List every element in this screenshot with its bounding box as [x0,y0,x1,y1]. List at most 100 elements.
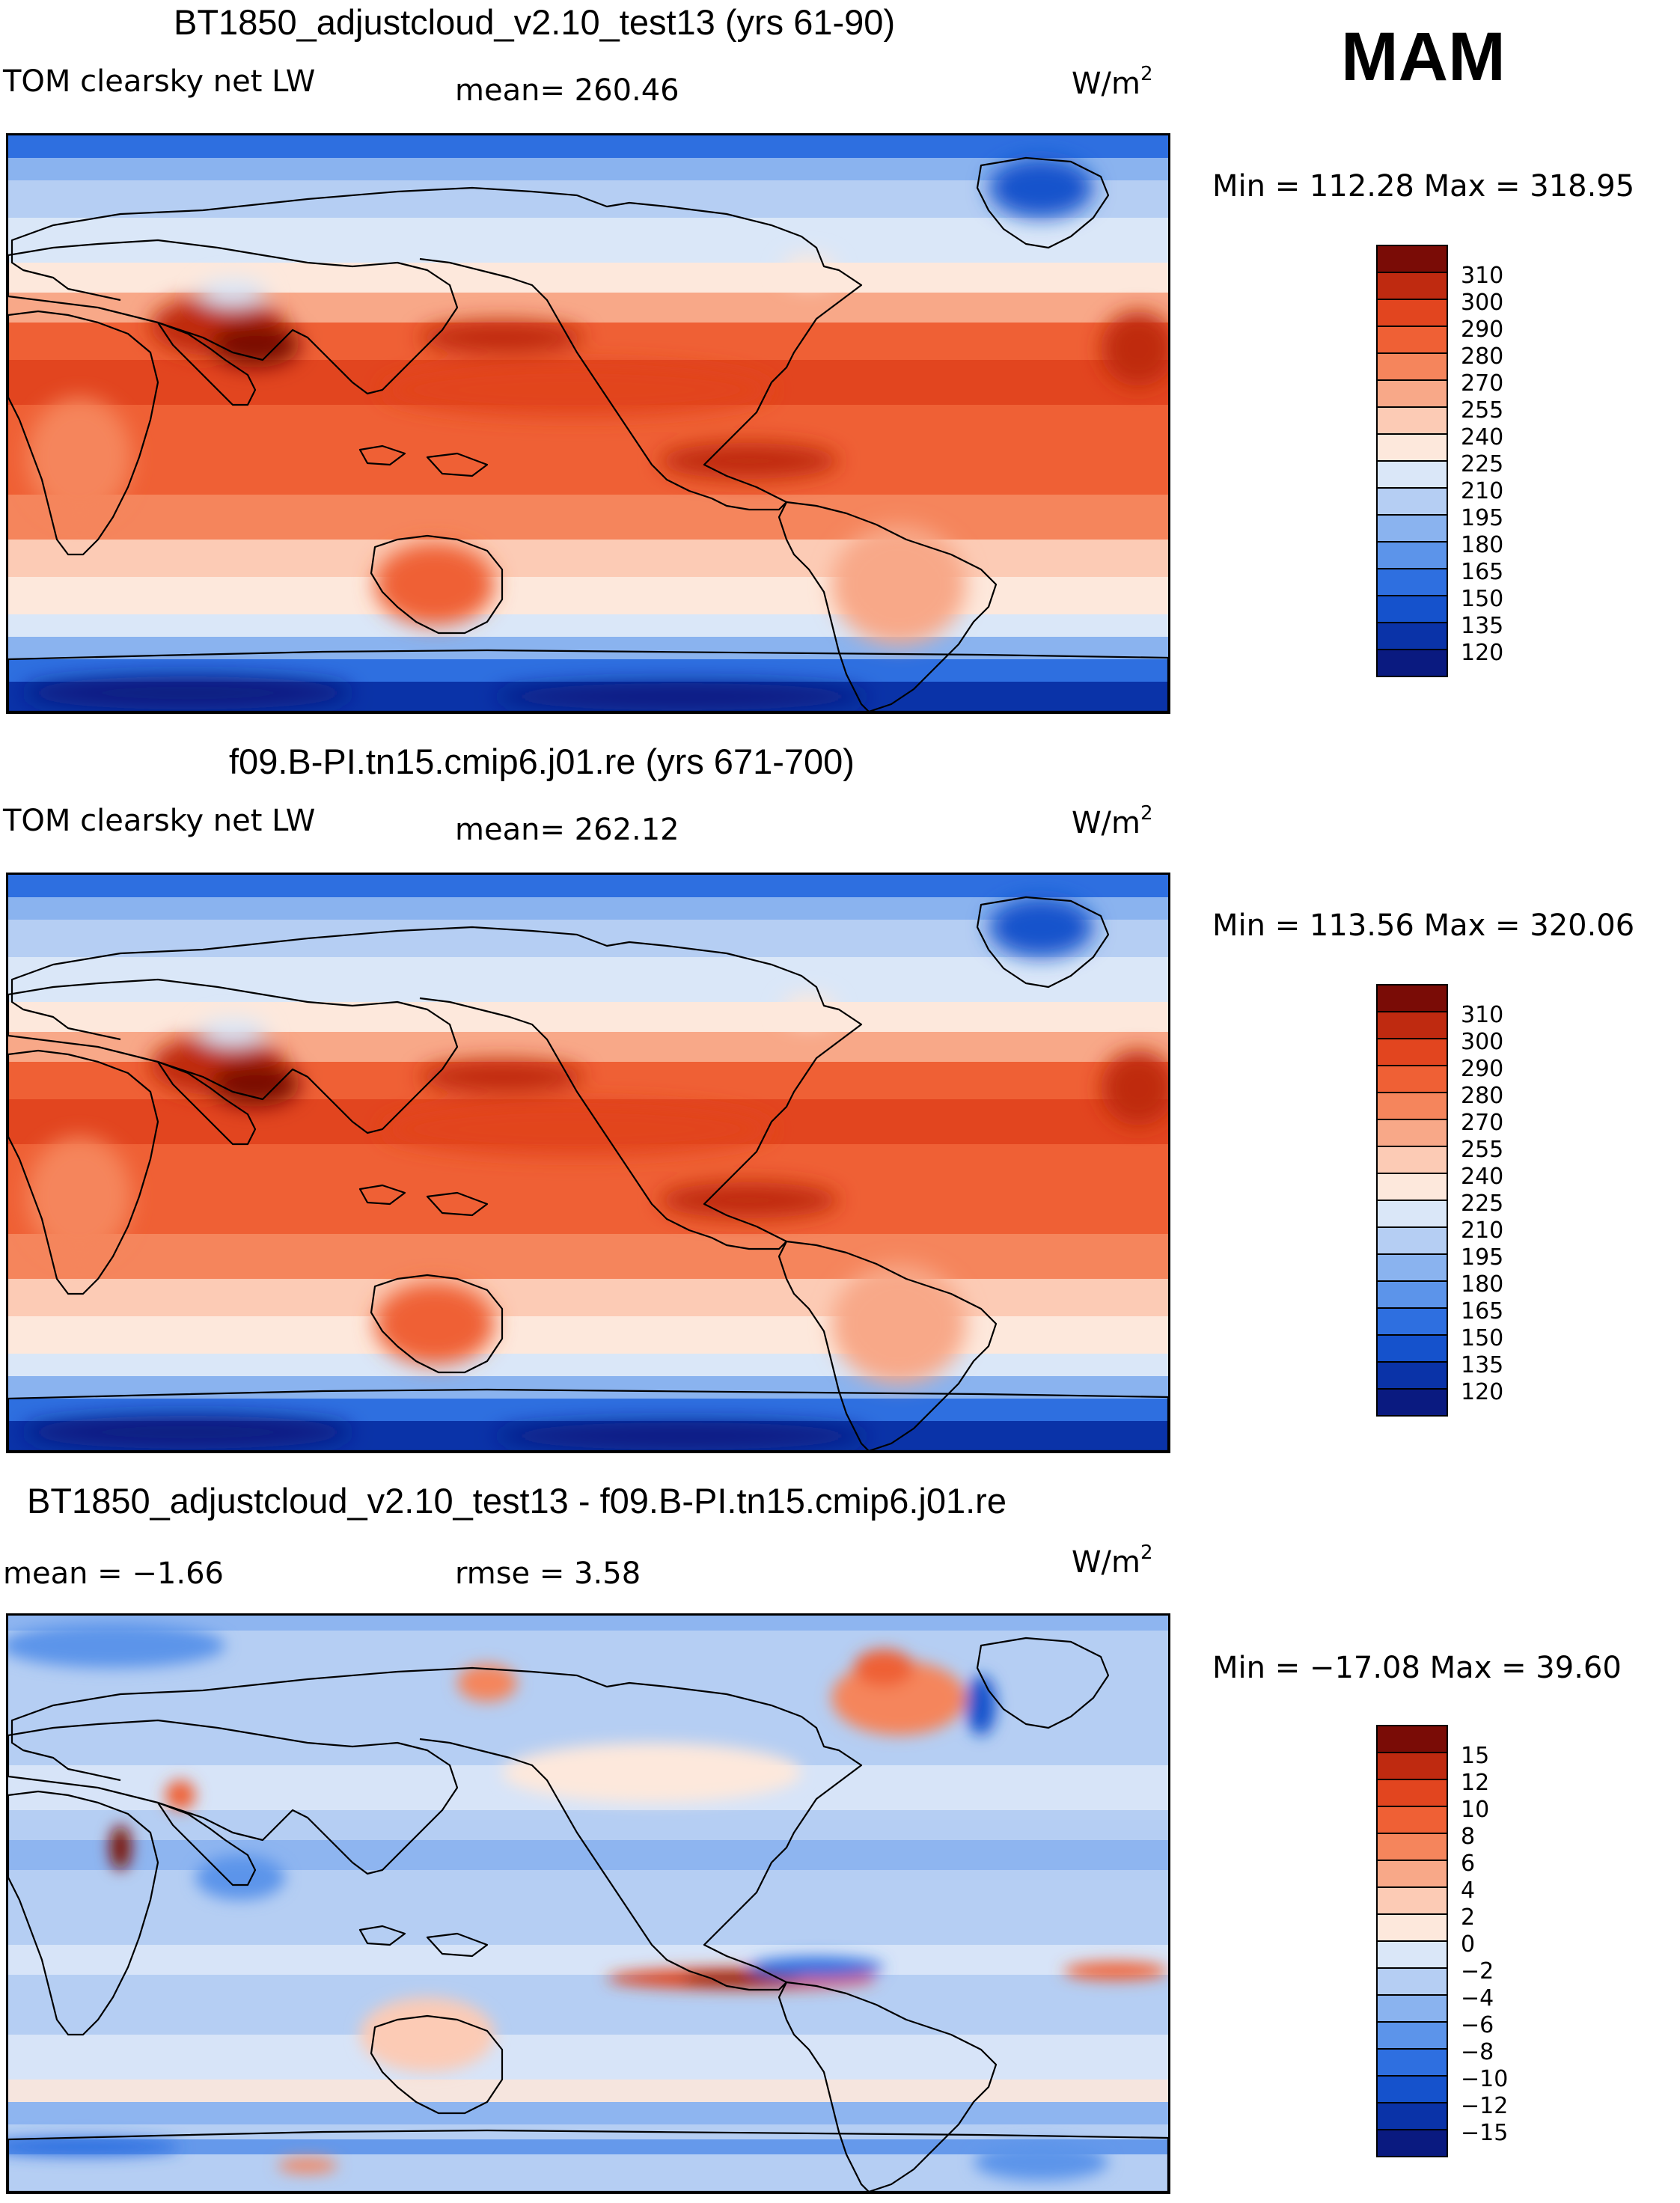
coastline-path [426,452,489,477]
panel3-units: W/m2 [1072,1542,1153,1580]
colorbar-tick-label: 310 [1461,1002,1503,1028]
colorbar-swatch [1376,2021,1448,2050]
panel2-variable-label: TOM clearsky net LW [3,804,316,838]
colorbar-swatch [1376,1806,1448,1834]
panel1-colorbar: 120 135 150 165 180 195 210 225 240 255 270 280 290 3… [1375,244,1525,708]
panel2-units: W/m2 [1072,802,1153,840]
field-feature [210,1062,300,1107]
zonal-band [8,135,1168,158]
colorbar-tick-label: 4 [1461,1877,1475,1904]
coastline-path [370,534,504,635]
panel2-coastlines [8,896,1168,1451]
field-feature [783,255,835,285]
colorbar-tick-label: 180 [1461,1271,1503,1298]
colorbar-tick-label: 255 [1461,397,1503,424]
colorbar-tick-label: 165 [1461,559,1503,585]
colorbar-swatch [1376,1361,1448,1390]
panel3-title: BT1850_adjustcloud_v2.10_test13 - f09.B-… [27,1481,1007,1521]
field-feature [831,525,966,644]
colorbar-swatch [1376,1967,1448,1996]
field-feature [210,323,300,367]
colorbar-swatch [1376,1173,1448,1201]
colorbar-swatch [1376,1860,1448,1888]
colorbar-swatch [1376,568,1448,596]
panel3-field [8,1616,1168,2192]
colorbar-tick-label: 195 [1461,505,1503,531]
colorbar-tick-label: 270 [1461,1110,1503,1136]
panel2-minmax: Min = 113.56 Max = 320.06 [1212,908,1635,943]
colorbar-swatch [1376,514,1448,543]
colorbar-tick-label: 240 [1461,424,1503,450]
colorbar-tick-label: 8 [1461,1824,1475,1850]
zonal-band [8,540,1168,577]
coastline-path [8,1049,159,1295]
zonal-band [8,897,1168,920]
colorbar-swatch [1376,2048,1448,2077]
panel2-colorbar: 120 135 150 165 180 195 210 225 240 255 270 280 290 3… [1375,983,1525,1447]
colorbar-tick-label: 270 [1461,370,1503,397]
zonal-band [8,495,1168,540]
colorbar-swatch [1376,1065,1448,1093]
diff-feature [457,1664,517,1702]
zonal-band [8,450,1168,495]
field-feature [831,1264,966,1384]
colorbar-swatch [1376,1388,1448,1417]
colorbar-swatch [1376,2129,1448,2157]
colorbar-tick-label: 290 [1461,317,1503,343]
field-feature [375,543,495,626]
zonal-band [8,637,1168,659]
diff-feature [195,1855,285,1900]
panel1-map [6,133,1170,714]
colorbar-swatch [1376,299,1448,327]
coastline-path [8,1790,159,2036]
colorbar-swatch [1376,595,1448,623]
colorbar-tick-label: 195 [1461,1244,1503,1271]
coastline-path [358,1184,406,1206]
coastline-path [358,444,406,466]
colorbar-swatch [1376,460,1448,489]
coastline-path [10,1666,863,1991]
colorbar-tick-label: 255 [1461,1137,1503,1163]
colorbar-tick-label: 165 [1461,1298,1503,1324]
colorbar-swatch [1376,245,1448,273]
zonal-band [8,1354,1168,1376]
colorbar-swatch [1376,2102,1448,2130]
colorbar-swatch [1376,541,1448,569]
colorbar-swatch [1376,1334,1448,1363]
coastline-path [8,649,1168,712]
coastline-path [8,1719,459,1875]
colorbar-tick-label: 135 [1461,1352,1503,1378]
colorbar-tick-label: 280 [1461,343,1503,370]
diff-band [8,2102,1168,2124]
colorbar-tick-label: −6 [1461,2012,1494,2038]
panel2-mean-label: mean= 262.12 [455,813,679,847]
colorbar-swatch [1376,1119,1448,1147]
colorbar-swatch [1376,487,1448,516]
field-feature [420,321,584,354]
colorbar-tick-label: 280 [1461,1083,1503,1109]
diff-feature [278,2158,337,2173]
diff-band [8,2080,1168,2102]
colorbar-tick-label: −2 [1461,1958,1494,1984]
coastline-path [976,156,1110,249]
panel1-variable-label: TOM clearsky net LW [3,64,316,99]
panel1-minmax: Min = 112.28 Max = 318.95 [1212,169,1635,204]
zonal-band [8,614,1168,637]
diff-feature [502,1743,801,1803]
colorbar-tick-label: 120 [1461,1379,1503,1405]
colorbar-tick-label: 135 [1461,613,1503,639]
zonal-band [8,218,1168,263]
colorbar-tick-label: 0 [1461,1931,1475,1958]
colorbar-swatch [1376,1752,1448,1780]
diff-feature [8,1623,225,1668]
panel1-coastlines [8,156,1168,712]
colorbar-swatch [1376,1779,1448,1807]
colorbar-tick-label: 10 [1461,1797,1489,1823]
colorbar-swatch [1376,1200,1448,1228]
diff-feature [8,2138,180,2156]
coastline-path [976,1637,1110,1729]
colorbar-swatch [1376,1011,1448,1039]
colorbar-tick-label: 150 [1461,586,1503,612]
colorbar-swatch [1376,1886,1448,1915]
colorbar-swatch [1376,2075,1448,2103]
